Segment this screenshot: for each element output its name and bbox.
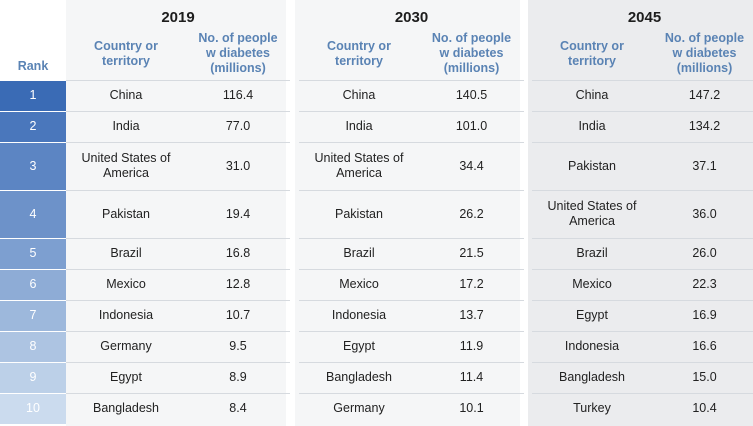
value-cell-2045: 16.6: [652, 330, 753, 362]
country-cell-2045: India: [532, 110, 652, 142]
rank-cell: 5: [0, 237, 66, 269]
country-cell-2030: Brazil: [299, 237, 419, 269]
rank-cell: 8: [0, 330, 66, 362]
table-row: 7 Indonesia 10.7 Indonesia 13.7 Egypt 16.9: [0, 299, 753, 331]
table-row: 9 Egypt 8.9 Bangladesh 11.4 Bangladesh 15.0: [0, 361, 753, 393]
country-cell-2019: India: [66, 110, 186, 142]
value-cell-2019: 31.0: [186, 141, 290, 190]
year-header-2019: 2019: [161, 9, 195, 26]
country-cell-2045: Indonesia: [532, 330, 652, 362]
country-cell-2045: Turkey: [532, 392, 652, 424]
value-cell-2030: 13.7: [419, 299, 524, 331]
country-cell-2019: Bangladesh: [66, 392, 186, 424]
year-header-2030: 2030: [394, 9, 429, 26]
value-cell-2019: 9.5: [186, 330, 290, 362]
country-cell-2019: Pakistan: [66, 189, 186, 238]
country-cell-2045: Pakistan: [532, 141, 652, 190]
value-cell-2030: 11.9: [419, 330, 524, 362]
country-cell-2030: Mexico: [299, 268, 419, 300]
value-cell-2030: 26.2: [419, 189, 524, 238]
value-cell-2045: 37.1: [652, 141, 753, 190]
country-cell-2045: Bangladesh: [532, 361, 652, 393]
value-cell-2045: 36.0: [652, 189, 753, 238]
rank-cell: 7: [0, 299, 66, 331]
country-cell-2030: India: [299, 110, 419, 142]
value-cell-2019: 10.7: [186, 299, 290, 331]
value-cell-2030: 10.1: [419, 392, 524, 424]
rank-cell: 4: [0, 189, 66, 238]
value-cell-2019: 12.8: [186, 268, 290, 300]
country-header: Country or territory: [94, 38, 158, 68]
country-cell-2045: China: [532, 79, 652, 111]
country-cell-2019: Brazil: [66, 237, 186, 269]
rank-cell: 3: [0, 141, 66, 190]
value-cell-2019: 8.4: [186, 392, 290, 424]
rank-cell: 6: [0, 268, 66, 300]
country-cell-2019: China: [66, 79, 186, 111]
country-cell-2019: Indonesia: [66, 299, 186, 331]
table-row: 2 India 77.0 India 101.0 India 134.2: [0, 110, 753, 142]
value-cell-2045: 134.2: [652, 110, 753, 142]
country-cell-2030: Pakistan: [299, 189, 419, 238]
value-cell-2019: 16.8: [186, 237, 290, 269]
country-header: Country or territory: [560, 38, 624, 68]
table-row: 10 Bangladesh 8.4 Germany 10.1 Turkey 10.4: [0, 392, 753, 424]
value-cell-2030: 34.4: [419, 141, 524, 190]
rank-cell: 1: [0, 79, 66, 111]
value-cell-2030: 21.5: [419, 237, 524, 269]
country-cell-2030: Egypt: [299, 330, 419, 362]
rank-cell: 9: [0, 361, 66, 393]
country-cell-2045: Brazil: [532, 237, 652, 269]
country-cell-2019: United States of America: [66, 141, 186, 190]
value-cell-2045: 22.3: [652, 268, 753, 300]
table-row: 5 Brazil 16.8 Brazil 21.5 Brazil 26.0: [0, 237, 753, 269]
country-cell-2019: Mexico: [66, 268, 186, 300]
table-row: 8 Germany 9.5 Egypt 11.9 Indonesia 16.6: [0, 330, 753, 362]
country-cell-2030: Bangladesh: [299, 361, 419, 393]
country-cell-2045: United States of America: [532, 189, 652, 238]
country-cell-2019: Germany: [66, 330, 186, 362]
country-cell-2045: Mexico: [532, 268, 652, 300]
value-cell-2019: 19.4: [186, 189, 290, 238]
value-cell-2019: 116.4: [186, 79, 290, 111]
value-cell-2019: 8.9: [186, 361, 290, 393]
value-cell-2045: 26.0: [652, 237, 753, 269]
count-header: No. of people w diabetes (millions): [664, 31, 745, 76]
country-cell-2030: Indonesia: [299, 299, 419, 331]
rank-cell: 2: [0, 110, 66, 142]
count-header: No. of people w diabetes (millions): [431, 31, 512, 76]
rank-header-spacer: [0, 0, 66, 28]
table-row: 3 United States of America 31.0 United Stat…: [0, 141, 753, 190]
value-cell-2030: 101.0: [419, 110, 524, 142]
value-cell-2045: 10.4: [652, 392, 753, 424]
value-cell-2030: 11.4: [419, 361, 524, 393]
country-cell-2030: Germany: [299, 392, 419, 424]
count-header: No. of people w diabetes (millions): [198, 31, 278, 76]
value-cell-2045: 15.0: [652, 361, 753, 393]
country-cell-2019: Egypt: [66, 361, 186, 393]
table-row: 6 Mexico 12.8 Mexico 17.2 Mexico 22.3: [0, 268, 753, 300]
value-cell-2030: 140.5: [419, 79, 524, 111]
rank-cell: 10: [0, 392, 66, 424]
country-cell-2045: Egypt: [532, 299, 652, 331]
country-cell-2030: China: [299, 79, 419, 111]
rank-header: Rank: [17, 58, 49, 73]
table-row: 1 China 116.4 China 140.5 China 147.2: [0, 79, 753, 111]
country-cell-2030: United States of America: [299, 141, 419, 190]
year-header-2045: 2045: [627, 9, 662, 26]
value-cell-2030: 17.2: [419, 268, 524, 300]
table-row: 4 Pakistan 19.4 Pakistan 26.2 United States o…: [0, 189, 753, 238]
value-cell-2045: 16.9: [652, 299, 753, 331]
value-cell-2019: 77.0: [186, 110, 290, 142]
country-header: Country or territory: [327, 38, 391, 68]
value-cell-2045: 147.2: [652, 79, 753, 111]
